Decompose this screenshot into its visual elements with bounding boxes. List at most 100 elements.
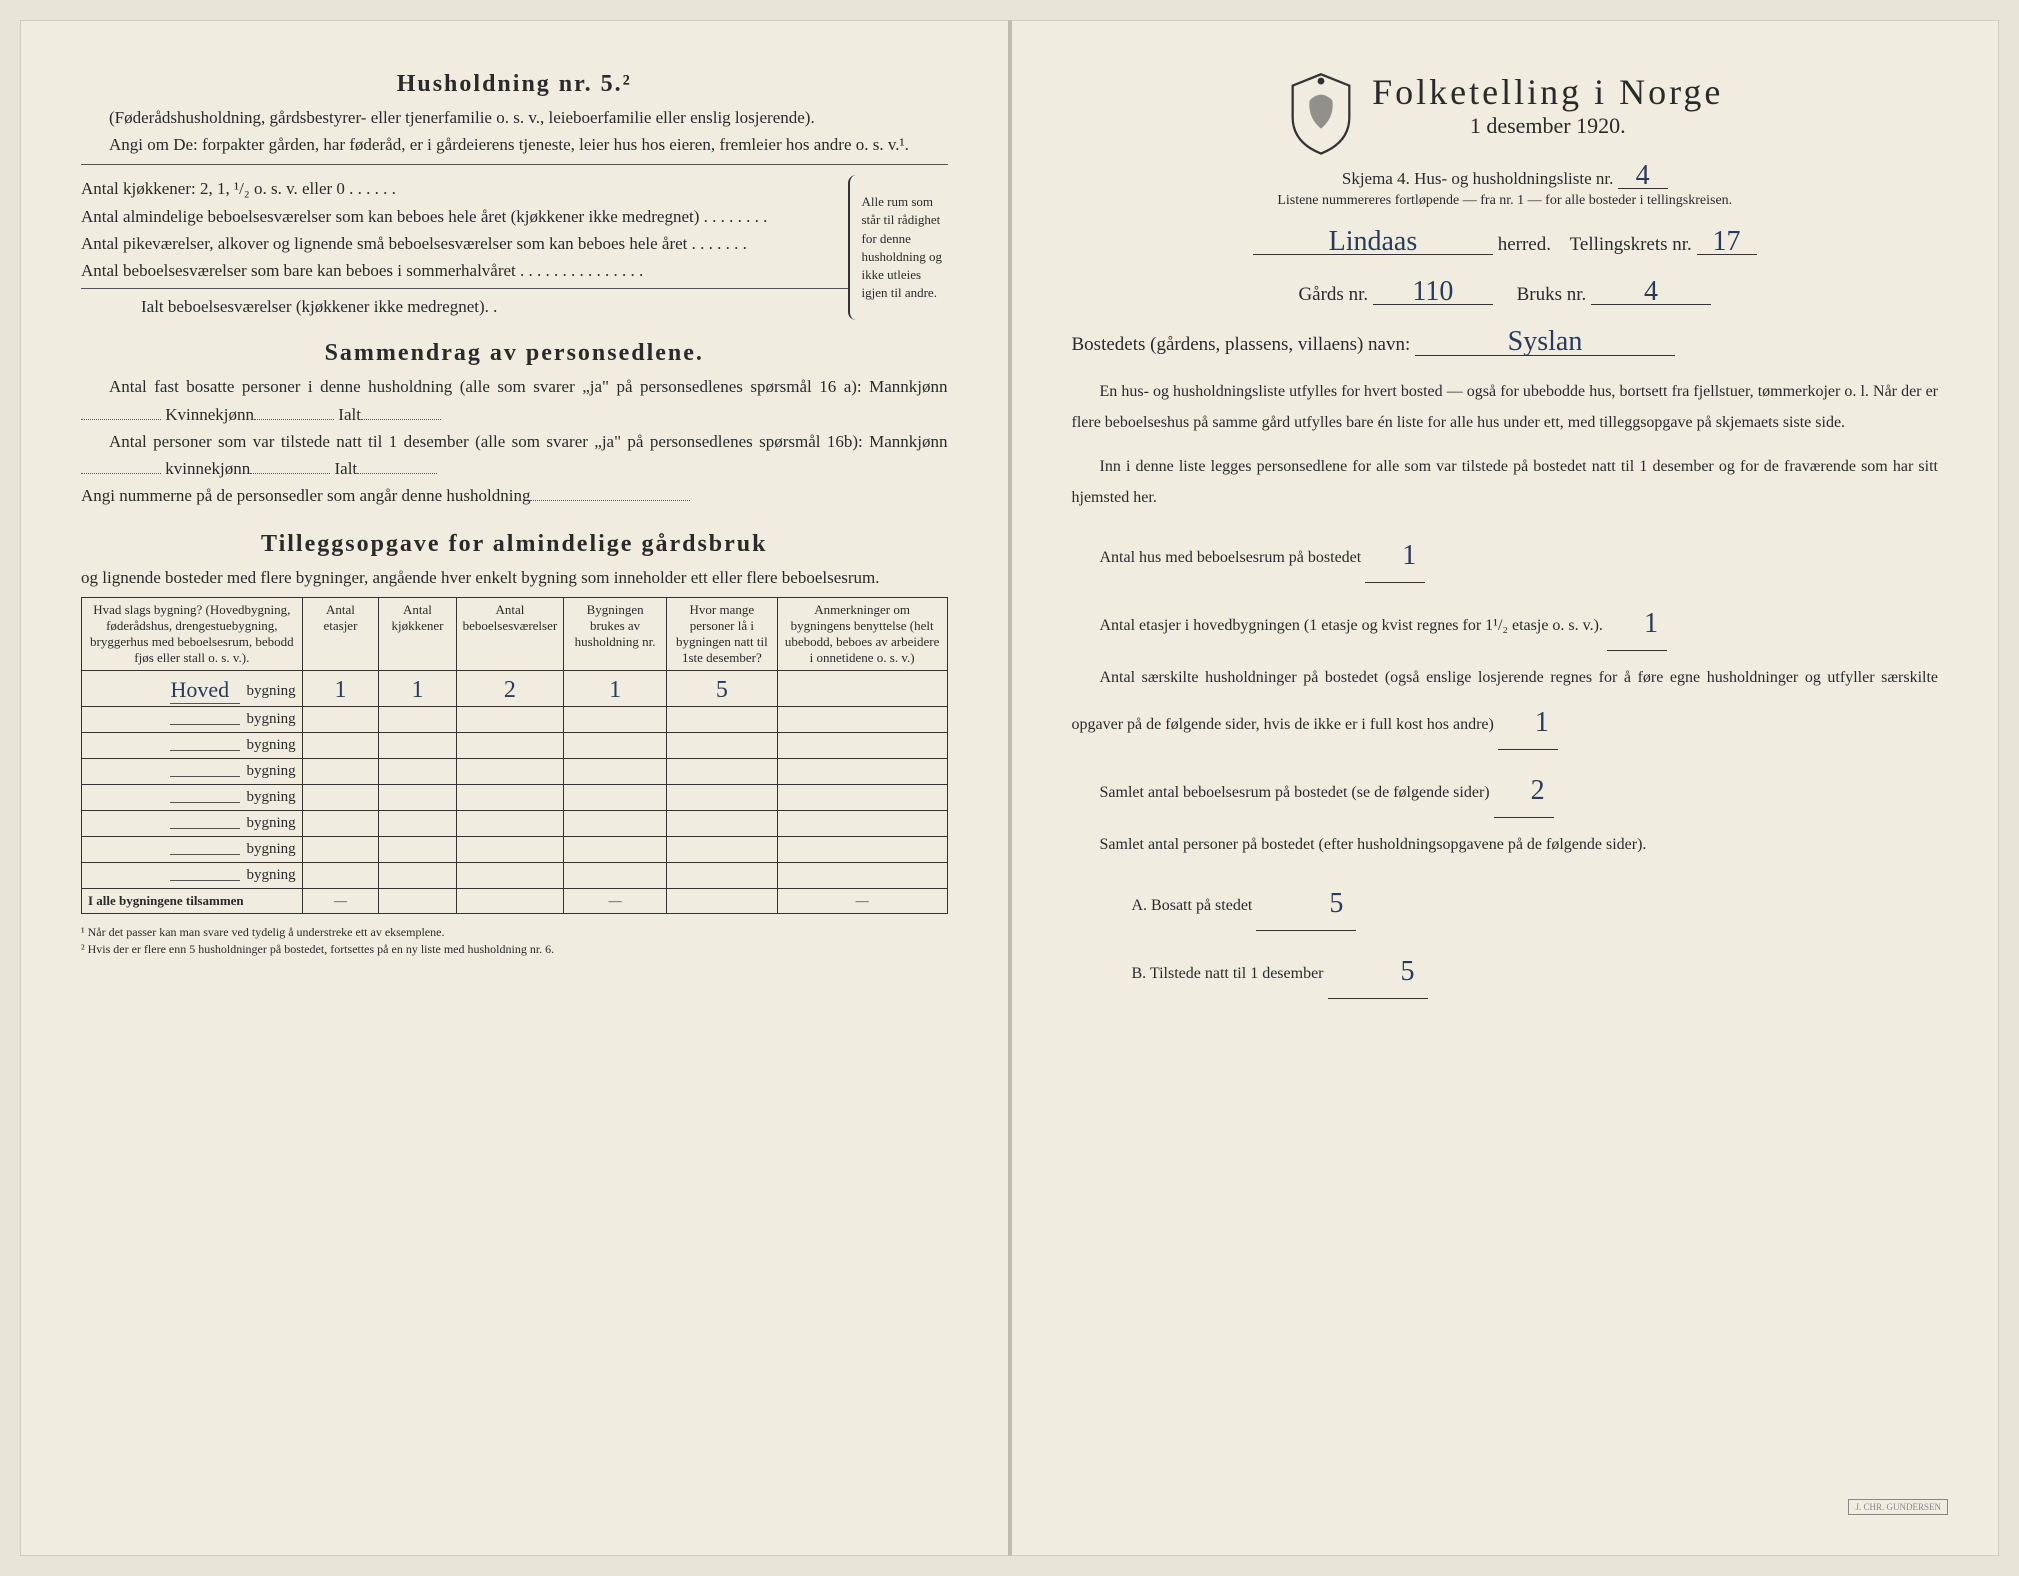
document-spread: Husholdning nr. 5.² (Føderådshusholdning…: [20, 20, 1999, 1556]
building-prefix: Hoved: [170, 677, 240, 704]
total-4: [667, 889, 778, 914]
sammendrag-kvinne2: kvinnekjønn: [165, 459, 250, 478]
skjema-line: Skjema 4. Hus- og husholdningsliste nr. …: [1072, 163, 1939, 189]
cell: [456, 733, 564, 759]
cell: [379, 785, 456, 811]
main-title: Folketelling i Norge: [1372, 71, 1723, 113]
th-3: Antal beboelsesværelser: [456, 598, 564, 671]
building-cell: bygning: [82, 837, 303, 863]
total-3: —: [564, 889, 667, 914]
table-total-row: I alle bygningene tilsammen — — —: [82, 889, 948, 914]
cell: [456, 837, 564, 863]
cell: [379, 759, 456, 785]
th-6: Anmerkninger om bygningens benyttelse (h…: [777, 598, 947, 671]
row-kjokkener: Antal kjøkkener: 2, 1, ¹/₂ o. s. v. elle…: [81, 175, 848, 202]
cell: [667, 837, 778, 863]
q3: Antal særskilte husholdninger på bostede…: [1072, 663, 1939, 748]
table-row: bygning: [82, 863, 948, 889]
room-counts-brace: Antal kjøkkener: 2, 1, ¹/₂ o. s. v. elle…: [81, 175, 948, 320]
herred-val: Lindaas: [1253, 229, 1493, 255]
table-row: Hovedbygning11215: [82, 671, 948, 707]
skjema-val: 4: [1618, 163, 1668, 189]
footnote-2: ² Hvis der er flere enn 5 husholdninger …: [81, 941, 948, 958]
gards-label: Gårds nr.: [1298, 284, 1368, 305]
table-row: bygning: [82, 707, 948, 733]
cell: [667, 733, 778, 759]
cell: [456, 707, 564, 733]
cell: [777, 837, 947, 863]
building-suffix: bygning: [246, 867, 295, 883]
building-cell: bygning: [82, 733, 303, 759]
tellingskrets-label: Tellingskrets nr.: [1570, 234, 1692, 255]
building-prefix: [170, 880, 240, 881]
cell: [456, 863, 564, 889]
cell: [302, 785, 379, 811]
building-prefix: [170, 854, 240, 855]
husholdning-title: Husholdning nr. 5.²: [81, 71, 948, 98]
footnote-1: ¹ Når det passer kan man svare ved tydel…: [81, 924, 948, 941]
right-page: Folketelling i Norge 1 desember 1920. Sk…: [1010, 20, 2000, 1556]
q1-label: Antal hus med beboelsesrum på bostedet: [1100, 549, 1362, 566]
total-label: I alle bygningene tilsammen: [82, 889, 303, 914]
cell: [667, 707, 778, 733]
building-prefix: [170, 802, 240, 803]
cell: [302, 811, 379, 837]
sammendrag-l2-text: Antal personer som var tilstede natt til…: [109, 432, 948, 451]
cell: [302, 733, 379, 759]
qB-val: 5: [1328, 945, 1428, 999]
husholdning-angi: Angi om De: forpakter gården, har føderå…: [81, 131, 948, 158]
building-cell: bygning: [82, 811, 303, 837]
bruks-val: 4: [1591, 279, 1711, 305]
q4-val: 2: [1494, 764, 1554, 818]
sammendrag-angi: Angi nummerne på de personsedler som ang…: [81, 482, 948, 509]
q2: Antal etasjer i hovedbygningen (1 etasje…: [1072, 595, 1939, 649]
sammendrag-kvinne: Kvinnekjønn: [165, 405, 254, 424]
table-header-row: Hvad slags bygning? (Hovedbygning, føder…: [82, 598, 948, 671]
sammendrag-ialt: Ialt: [338, 405, 361, 424]
cell-value: 5: [716, 677, 728, 704]
table-row: bygning: [82, 811, 948, 837]
building-cell: bygning: [82, 707, 303, 733]
printer-stamp: J. CHR. GUNDERSEN: [1848, 1499, 1948, 1515]
cell: [302, 863, 379, 889]
table-row: bygning: [82, 785, 948, 811]
building-suffix: bygning: [246, 763, 295, 779]
q4: Samlet antal beboelsesrum på bostedet (s…: [1072, 762, 1939, 816]
footnotes: ¹ Når det passer kan man svare ved tydel…: [81, 924, 948, 958]
building-cell: Hoved bygning: [82, 671, 303, 707]
sammendrag-title: Sammendrag av personsedlene.: [81, 340, 948, 367]
th-0: Hvad slags bygning? (Hovedbygning, føder…: [82, 598, 303, 671]
total-2: [456, 889, 564, 914]
row-pike: Antal pikeværelser, alkover og lignende …: [81, 230, 848, 257]
q4-label: Samlet antal beboelsesrum på bostedet (s…: [1100, 784, 1490, 801]
cell: [564, 863, 667, 889]
building-suffix: bygning: [246, 789, 295, 805]
cell: [379, 707, 456, 733]
cell: [302, 837, 379, 863]
herred-line: Lindaas herred. Tellingskrets nr. 17: [1072, 227, 1939, 263]
row-ialt: Ialt beboelsesværelser (kjøkkener ikke m…: [81, 293, 848, 320]
bosted-val: Syslan: [1415, 329, 1675, 355]
q1-val: 1: [1365, 529, 1425, 583]
total-5: —: [777, 889, 947, 914]
building-cell: bygning: [82, 863, 303, 889]
left-page: Husholdning nr. 5.² (Føderådshusholdning…: [20, 20, 1010, 1556]
q5: Samlet antal personer på bostedet (efter…: [1072, 830, 1939, 860]
building-suffix: bygning: [246, 711, 295, 727]
qA-label: A. Bosatt på stedet: [1132, 897, 1253, 914]
brace-note: Alle rum som står til rådighet for denne…: [848, 175, 948, 320]
building-suffix: bygning: [246, 737, 295, 753]
cell: [564, 837, 667, 863]
cell: [564, 759, 667, 785]
herred-label: herred.: [1498, 234, 1551, 255]
bosted-label: Bostedets (gårdens, plassens, villaens) …: [1072, 334, 1411, 355]
total-0: —: [302, 889, 379, 914]
bosted-line: Bostedets (gårdens, plassens, villaens) …: [1072, 327, 1939, 363]
building-suffix: bygning: [246, 683, 295, 699]
cell-value: 1: [411, 677, 423, 704]
gards-val: 110: [1373, 279, 1493, 305]
cell: [777, 863, 947, 889]
cell: [667, 759, 778, 785]
bruks-label: Bruks nr.: [1517, 284, 1587, 305]
cell: [379, 733, 456, 759]
